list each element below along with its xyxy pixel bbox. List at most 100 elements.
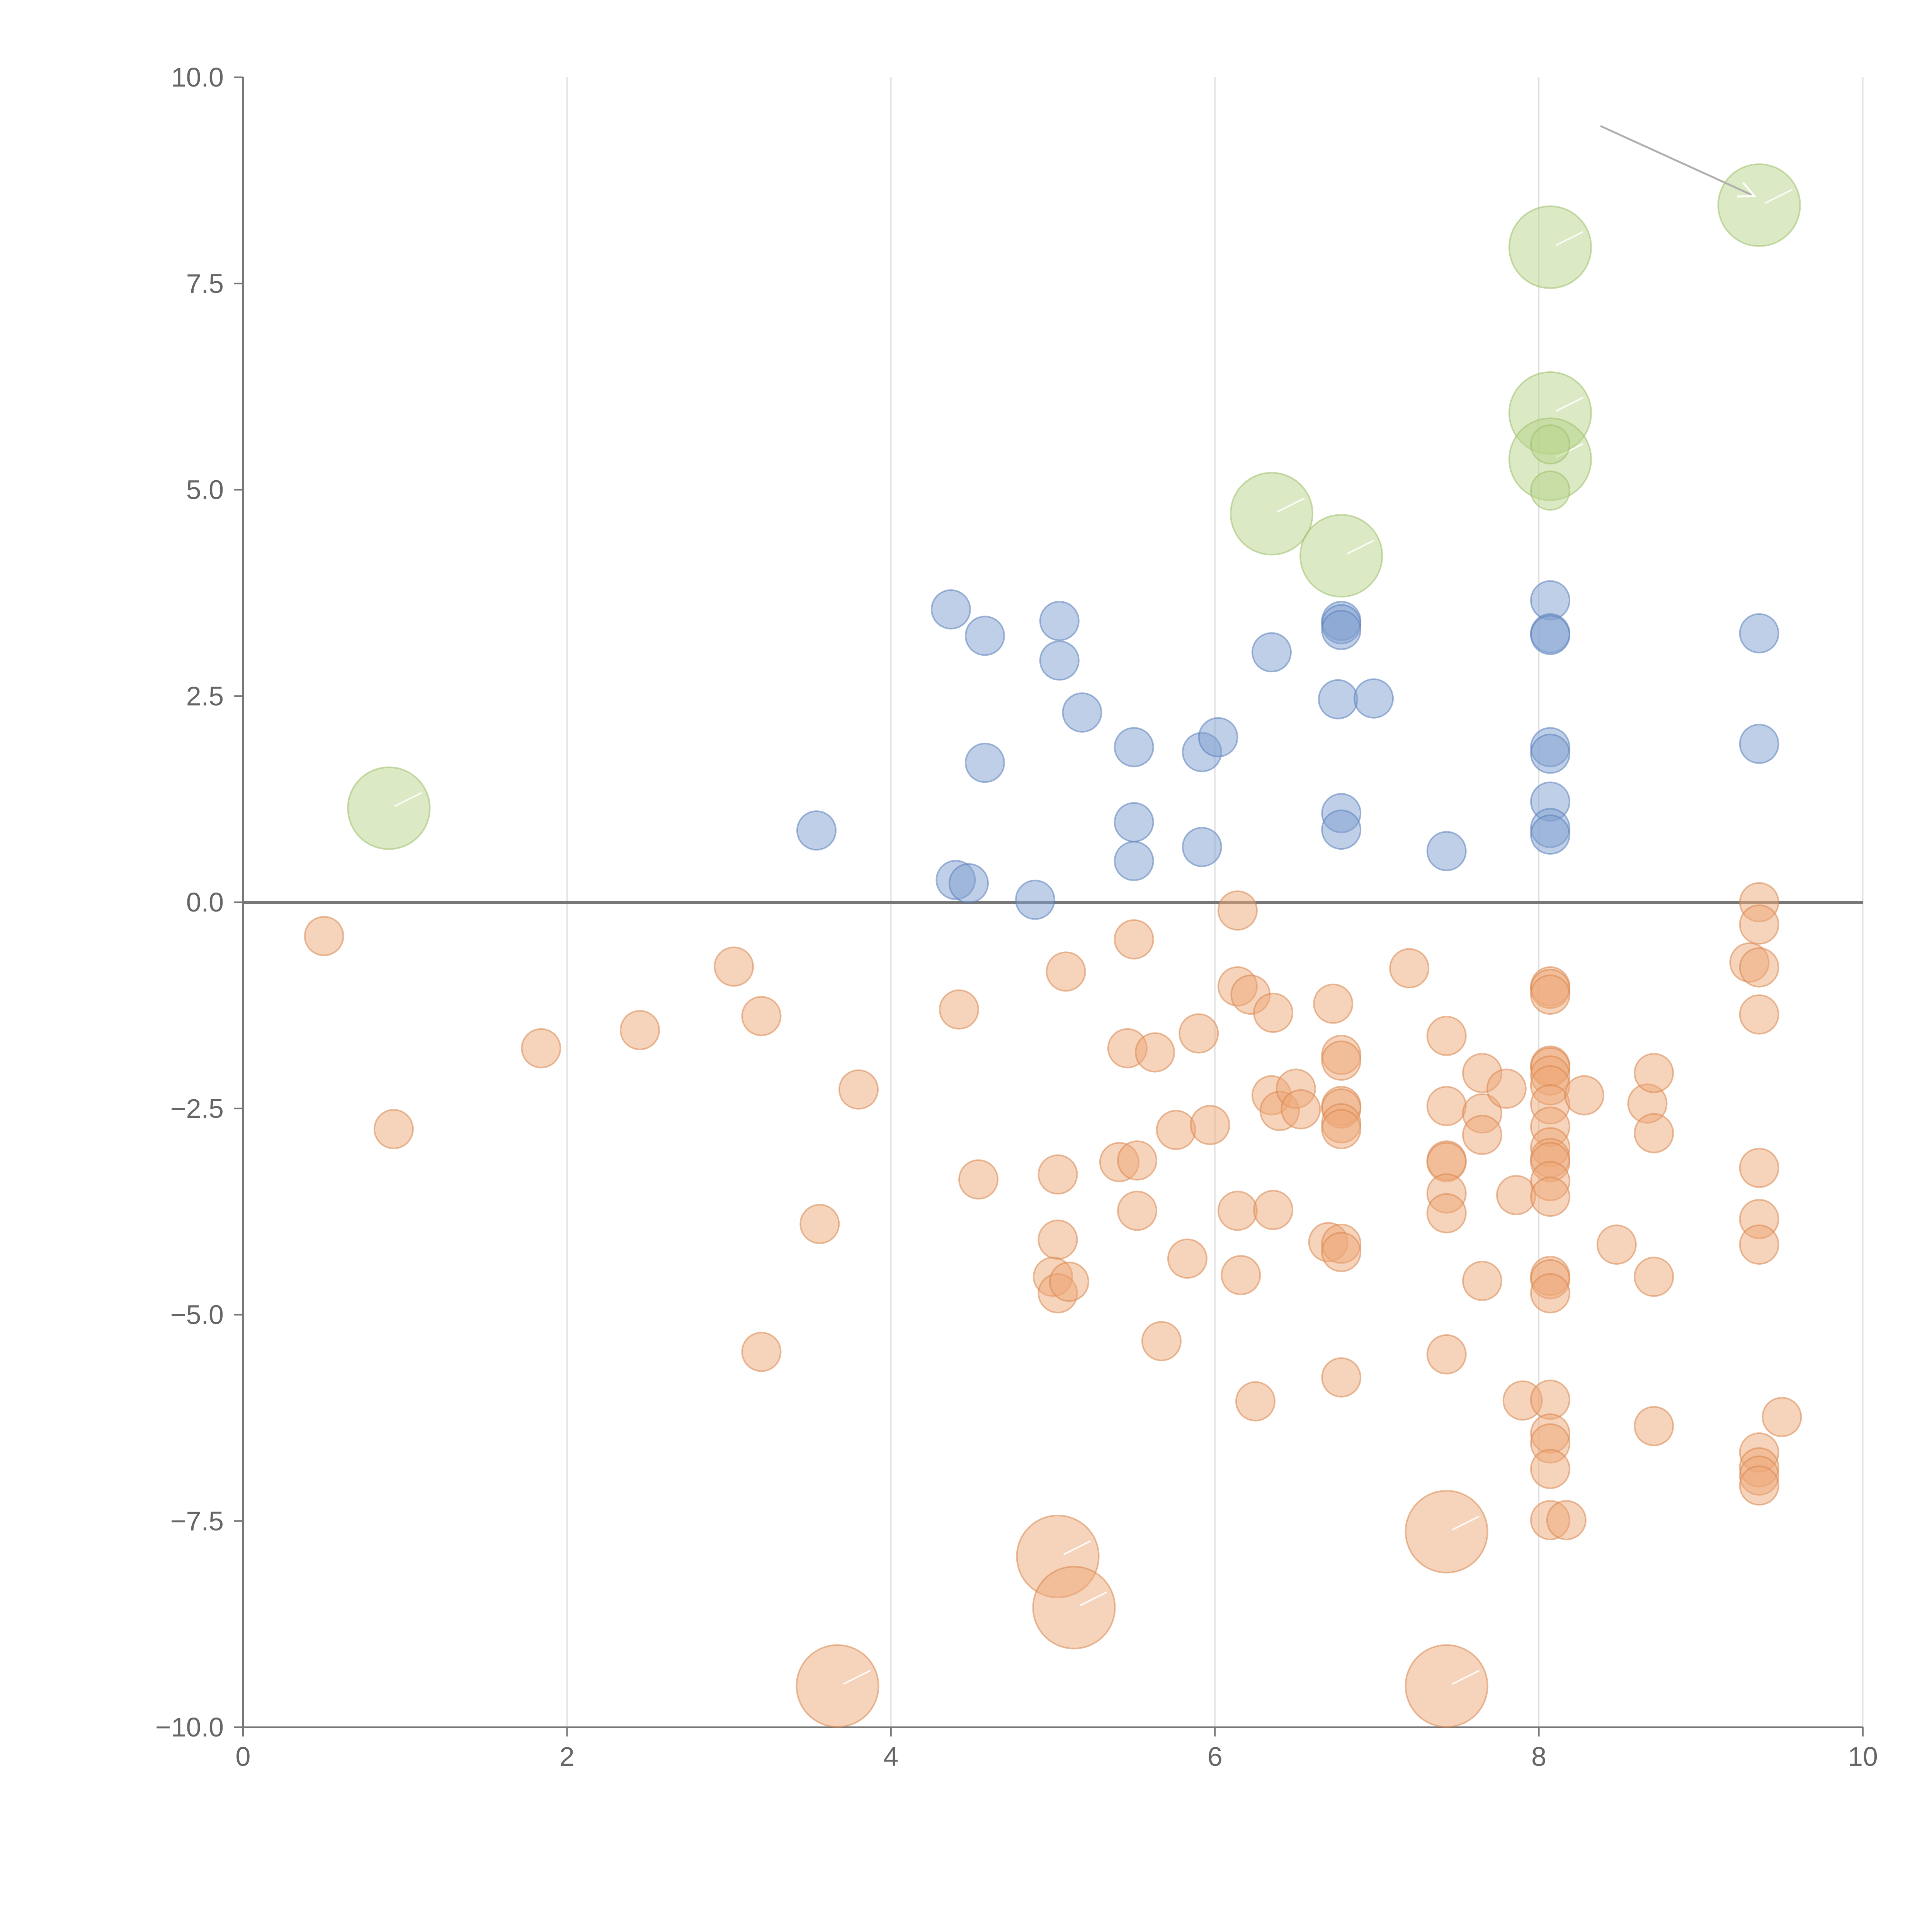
data-point bbox=[1405, 1644, 1488, 1728]
data-point bbox=[1062, 692, 1102, 733]
data-point bbox=[1762, 1397, 1802, 1437]
bubble-highlight bbox=[843, 1670, 871, 1685]
data-point bbox=[1321, 1109, 1362, 1150]
data-point bbox=[1321, 610, 1362, 650]
data-point bbox=[1046, 951, 1086, 992]
data-point bbox=[741, 996, 782, 1036]
data-point bbox=[1037, 1154, 1078, 1195]
data-point bbox=[1739, 1148, 1779, 1188]
bubble-highlight bbox=[1764, 189, 1793, 204]
y-tick-label: 2.5 bbox=[186, 681, 224, 711]
bubble-highlight bbox=[1452, 1515, 1480, 1531]
data-point bbox=[1634, 1053, 1674, 1093]
data-point bbox=[1717, 163, 1801, 247]
data-point bbox=[1389, 948, 1430, 988]
data-point bbox=[1739, 613, 1779, 653]
data-point bbox=[1190, 1105, 1230, 1145]
data-point bbox=[1321, 810, 1362, 850]
data-point bbox=[1217, 1190, 1258, 1231]
x-tick-label: 4 bbox=[883, 1742, 898, 1772]
data-point bbox=[1114, 802, 1154, 842]
data-point bbox=[1217, 890, 1258, 931]
data-point bbox=[1634, 1113, 1674, 1153]
data-point bbox=[799, 1204, 840, 1244]
data-point bbox=[1426, 1015, 1467, 1056]
annotation-arrow bbox=[1600, 125, 1755, 197]
data-point bbox=[1739, 904, 1779, 945]
data-point bbox=[1321, 1357, 1362, 1398]
bubble-highlight bbox=[1556, 397, 1583, 412]
data-point bbox=[1167, 1238, 1208, 1279]
x-tick-label: 8 bbox=[1531, 1742, 1546, 1772]
bubble-highlight bbox=[1347, 539, 1375, 555]
bubble-highlight bbox=[1277, 497, 1305, 513]
data-point bbox=[1230, 472, 1313, 556]
data-point bbox=[1135, 1032, 1175, 1073]
data-points bbox=[304, 163, 1802, 1728]
data-point bbox=[1253, 993, 1294, 1033]
bubble-highlight bbox=[1452, 1670, 1480, 1685]
data-point bbox=[1530, 1379, 1570, 1420]
data-point bbox=[1313, 983, 1354, 1024]
data-point bbox=[620, 1010, 660, 1050]
data-point bbox=[1486, 1068, 1527, 1109]
data-point bbox=[1141, 1321, 1182, 1361]
y-tick-label: 5.0 bbox=[186, 475, 224, 505]
data-point bbox=[796, 810, 837, 851]
data-point bbox=[1114, 841, 1154, 881]
data-point bbox=[1462, 1115, 1502, 1155]
data-point bbox=[1281, 1089, 1321, 1129]
y-tick-label: −10.0 bbox=[155, 1712, 224, 1742]
data-point bbox=[1321, 1232, 1362, 1272]
data-point bbox=[1496, 1175, 1536, 1215]
axes bbox=[234, 77, 1864, 1736]
x-tick-label: 2 bbox=[560, 1742, 575, 1772]
data-point bbox=[1530, 424, 1570, 465]
data-point bbox=[1253, 1190, 1294, 1230]
data-point bbox=[1462, 1260, 1502, 1301]
y-tick-label: 0.0 bbox=[186, 887, 224, 917]
bubble-highlight bbox=[1063, 1540, 1091, 1555]
data-point bbox=[1251, 632, 1292, 673]
data-point bbox=[1426, 1334, 1467, 1374]
bubble-highlight bbox=[1556, 231, 1583, 246]
y-tick-label: −5.0 bbox=[170, 1300, 224, 1330]
data-point bbox=[1530, 1177, 1570, 1217]
x-tick-label: 0 bbox=[236, 1742, 251, 1772]
data-point bbox=[1530, 814, 1570, 855]
data-point bbox=[1739, 947, 1779, 988]
data-point bbox=[964, 616, 1005, 656]
data-point bbox=[1198, 717, 1238, 757]
data-point bbox=[304, 916, 344, 956]
x-tick-label: 6 bbox=[1208, 1742, 1223, 1772]
data-point bbox=[521, 1028, 561, 1068]
data-point bbox=[1508, 205, 1592, 289]
y-tick-label: 10.0 bbox=[171, 62, 224, 92]
data-point bbox=[373, 1109, 414, 1150]
data-point bbox=[949, 863, 989, 903]
data-point bbox=[1156, 1110, 1196, 1150]
data-point bbox=[958, 1159, 999, 1200]
data-point bbox=[1299, 514, 1383, 598]
x-tick-label: 10 bbox=[1848, 1742, 1878, 1772]
data-point bbox=[1596, 1225, 1637, 1265]
data-point bbox=[1221, 1255, 1261, 1296]
data-point bbox=[1739, 1465, 1779, 1506]
data-point bbox=[1739, 724, 1779, 764]
data-point bbox=[838, 1069, 879, 1110]
data-point bbox=[1530, 733, 1570, 774]
data-point bbox=[1354, 678, 1394, 719]
data-point bbox=[1037, 1219, 1078, 1260]
bubble-highlight bbox=[1079, 1591, 1107, 1607]
data-point bbox=[1530, 975, 1570, 1015]
data-point bbox=[1634, 1257, 1674, 1297]
annotation-arrowhead bbox=[1737, 182, 1757, 197]
data-point bbox=[964, 743, 1005, 783]
data-point bbox=[1405, 1490, 1488, 1574]
tick-labels: 0 2 4 6 8 10 10.0 7.5 5.0 2.5 0.0 −2.5 −5.0 −7.5 −10.0 bbox=[155, 62, 1878, 1772]
data-point bbox=[1530, 1273, 1570, 1313]
data-point bbox=[939, 989, 979, 1030]
data-point bbox=[1114, 727, 1154, 767]
data-point bbox=[347, 766, 431, 850]
data-point bbox=[1182, 827, 1222, 867]
